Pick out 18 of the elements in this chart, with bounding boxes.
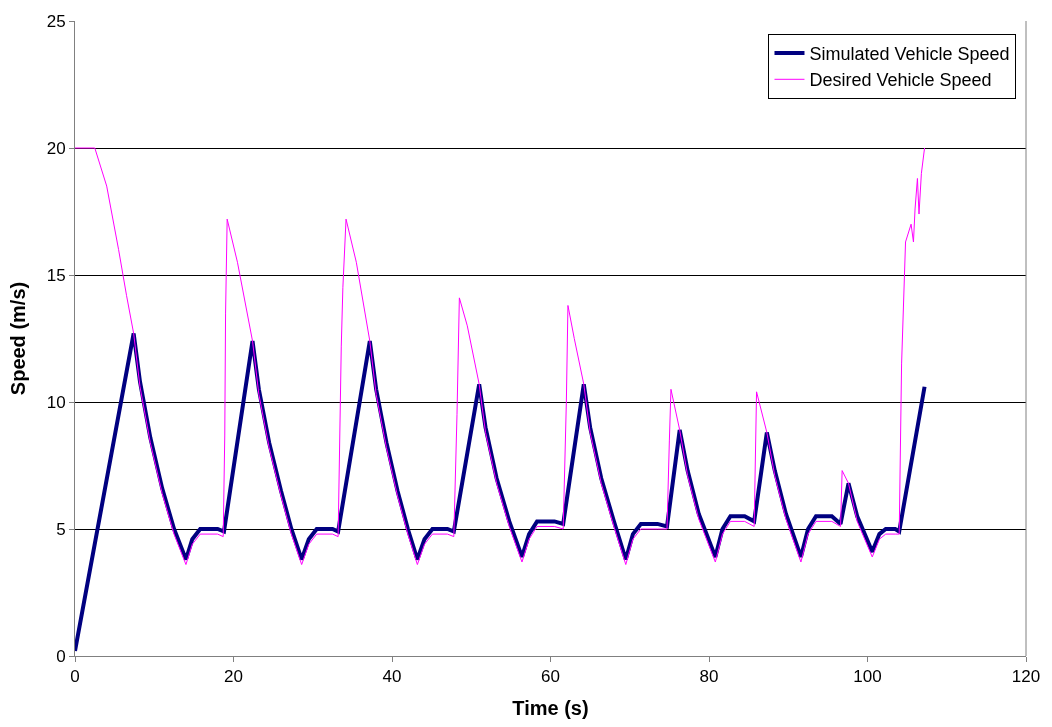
x-tick-label: 80 <box>699 667 719 687</box>
x-axis-title: Time (s) <box>512 696 589 719</box>
y-tick-label: 10 <box>46 392 66 412</box>
y-tick-label: 15 <box>46 265 66 285</box>
y-axis-title: Speed (m/s) <box>7 281 30 396</box>
y-tick-label: 5 <box>56 519 66 539</box>
y-tick-label: 25 <box>46 11 66 31</box>
x-tick-label: 0 <box>70 667 80 687</box>
line-series <box>75 147 926 566</box>
x-tick-label: 120 <box>1011 667 1041 687</box>
y-tick-label: 0 <box>56 646 66 666</box>
y-tick-label: 20 <box>46 138 66 158</box>
x-tick-label: 20 <box>224 667 243 687</box>
x-tick-label: 100 <box>853 667 882 687</box>
x-tick-label: 60 <box>541 667 560 687</box>
legend-label: Simulated Vehicle Speed <box>809 43 1010 64</box>
legend-label: Desired Vehicle Speed <box>809 70 992 91</box>
x-tick-label: 40 <box>382 667 402 687</box>
